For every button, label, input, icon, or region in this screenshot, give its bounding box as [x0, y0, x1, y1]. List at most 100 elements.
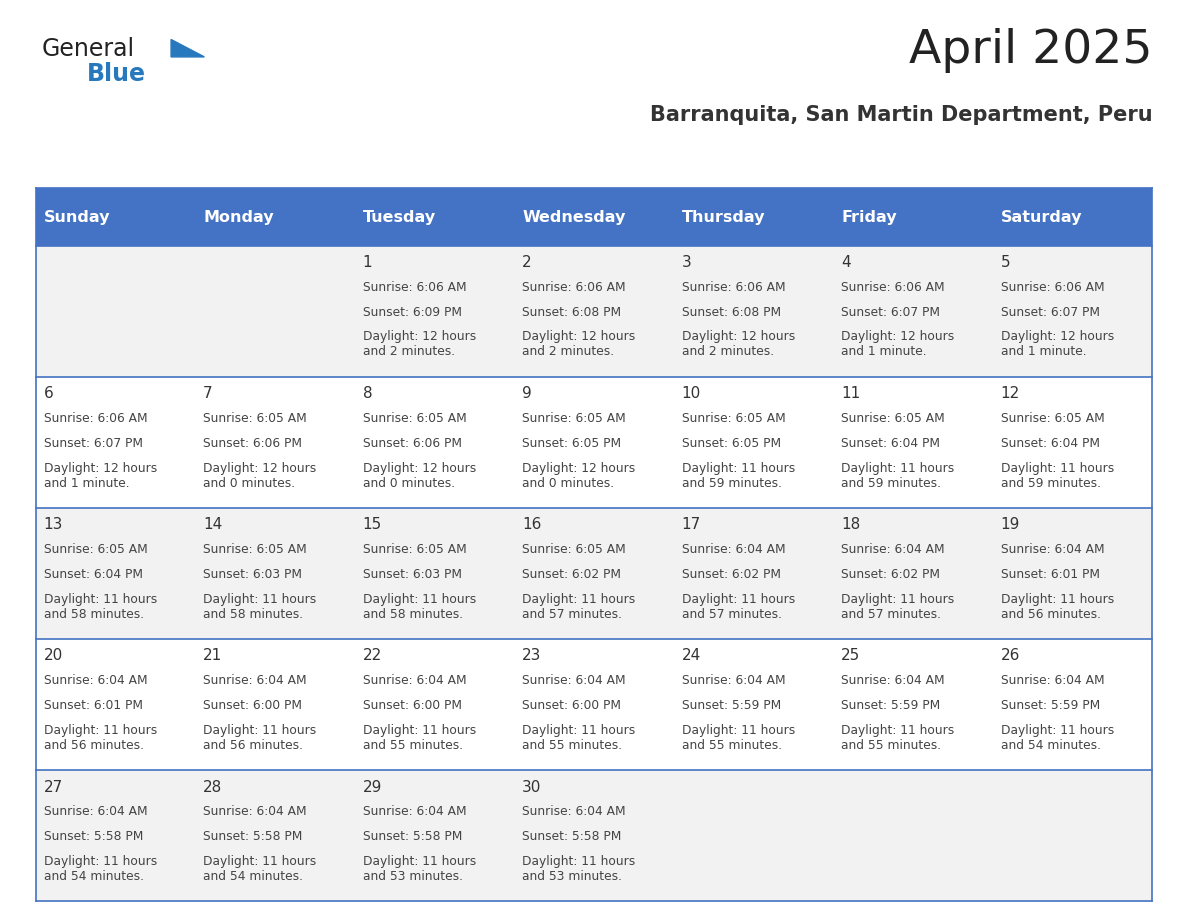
Bar	[833, 246, 993, 377]
Text: 29: 29	[362, 779, 383, 795]
Text: Sunrise: 6:05 AM: Sunrise: 6:05 AM	[203, 543, 307, 556]
Text: Daylight: 11 hours
and 56 minutes.: Daylight: 11 hours and 56 minutes.	[44, 723, 157, 752]
Text: Daylight: 11 hours
and 54 minutes.: Daylight: 11 hours and 54 minutes.	[203, 855, 316, 883]
Text: Daylight: 11 hours
and 57 minutes.: Daylight: 11 hours and 57 minutes.	[682, 593, 795, 621]
Text: 3: 3	[682, 255, 691, 270]
Text: Daylight: 11 hours
and 53 minutes.: Daylight: 11 hours and 53 minutes.	[523, 855, 636, 883]
Text: Sunset: 5:59 PM: Sunset: 5:59 PM	[682, 699, 781, 712]
Text: Daylight: 11 hours
and 58 minutes.: Daylight: 11 hours and 58 minutes.	[362, 593, 476, 621]
Bar	[355, 509, 514, 639]
Text: Sunset: 6:04 PM: Sunset: 6:04 PM	[841, 437, 940, 450]
Text: Daylight: 12 hours
and 2 minutes.: Daylight: 12 hours and 2 minutes.	[362, 330, 476, 359]
Text: 23: 23	[523, 648, 542, 664]
Text: Sunset: 5:59 PM: Sunset: 5:59 PM	[1000, 699, 1100, 712]
Text: 22: 22	[362, 648, 381, 664]
Text: Daylight: 11 hours
and 55 minutes.: Daylight: 11 hours and 55 minutes.	[523, 723, 636, 752]
Bar	[514, 639, 674, 770]
Text: Sunset: 6:07 PM: Sunset: 6:07 PM	[1000, 306, 1100, 319]
Text: Sunrise: 6:04 AM: Sunrise: 6:04 AM	[682, 543, 785, 556]
Text: 30: 30	[523, 779, 542, 795]
Text: Daylight: 12 hours
and 2 minutes.: Daylight: 12 hours and 2 minutes.	[682, 330, 795, 359]
Text: Sunset: 6:05 PM: Sunset: 6:05 PM	[682, 437, 781, 450]
Bar	[833, 509, 993, 639]
Text: 9: 9	[523, 386, 532, 401]
Bar	[674, 188, 833, 246]
Bar	[355, 639, 514, 770]
Text: Sunrise: 6:06 AM: Sunrise: 6:06 AM	[682, 281, 785, 294]
Text: Sunrise: 6:05 AM: Sunrise: 6:05 AM	[44, 543, 147, 556]
Bar	[993, 188, 1152, 246]
Text: Sunrise: 6:04 AM: Sunrise: 6:04 AM	[362, 674, 467, 688]
Text: Sunrise: 6:04 AM: Sunrise: 6:04 AM	[523, 805, 626, 818]
Text: Sunset: 5:58 PM: Sunset: 5:58 PM	[203, 830, 303, 843]
Bar	[833, 377, 993, 509]
Text: Sunset: 6:02 PM: Sunset: 6:02 PM	[682, 568, 781, 581]
Text: Sunset: 5:58 PM: Sunset: 5:58 PM	[362, 830, 462, 843]
Text: 24: 24	[682, 648, 701, 664]
Text: 8: 8	[362, 386, 372, 401]
Bar	[514, 509, 674, 639]
Text: Daylight: 11 hours
and 53 minutes.: Daylight: 11 hours and 53 minutes.	[362, 855, 476, 883]
Text: Sunset: 6:06 PM: Sunset: 6:06 PM	[203, 437, 302, 450]
Text: 7: 7	[203, 386, 213, 401]
Text: Sunrise: 6:06 AM: Sunrise: 6:06 AM	[362, 281, 467, 294]
Text: Sunday: Sunday	[44, 209, 110, 225]
Bar	[36, 188, 195, 246]
Text: Sunset: 6:03 PM: Sunset: 6:03 PM	[203, 568, 302, 581]
Bar	[195, 770, 355, 901]
Text: 25: 25	[841, 648, 860, 664]
Text: Daylight: 11 hours
and 54 minutes.: Daylight: 11 hours and 54 minutes.	[1000, 723, 1114, 752]
Text: Daylight: 12 hours
and 1 minute.: Daylight: 12 hours and 1 minute.	[44, 462, 157, 489]
Text: Daylight: 11 hours
and 59 minutes.: Daylight: 11 hours and 59 minutes.	[841, 462, 954, 489]
Polygon shape	[171, 39, 204, 57]
Bar	[195, 188, 355, 246]
Text: Sunset: 5:58 PM: Sunset: 5:58 PM	[44, 830, 143, 843]
Text: 2: 2	[523, 255, 532, 270]
Text: Sunset: 6:05 PM: Sunset: 6:05 PM	[523, 437, 621, 450]
Text: Daylight: 11 hours
and 55 minutes.: Daylight: 11 hours and 55 minutes.	[682, 723, 795, 752]
Bar	[36, 770, 195, 901]
Text: Sunrise: 6:04 AM: Sunrise: 6:04 AM	[44, 805, 147, 818]
Text: Sunset: 6:07 PM: Sunset: 6:07 PM	[44, 437, 143, 450]
Text: Daylight: 11 hours
and 54 minutes.: Daylight: 11 hours and 54 minutes.	[44, 855, 157, 883]
Bar	[36, 639, 195, 770]
Text: 16: 16	[523, 518, 542, 532]
Text: 1: 1	[362, 255, 372, 270]
Text: 20: 20	[44, 648, 63, 664]
Text: Daylight: 11 hours
and 56 minutes.: Daylight: 11 hours and 56 minutes.	[203, 723, 316, 752]
Text: Barranquita, San Martin Department, Peru: Barranquita, San Martin Department, Peru	[650, 105, 1152, 125]
Text: Thursday: Thursday	[682, 209, 765, 225]
Bar	[674, 246, 833, 377]
Bar	[355, 377, 514, 509]
Text: Sunset: 5:59 PM: Sunset: 5:59 PM	[841, 699, 941, 712]
Bar	[195, 509, 355, 639]
Text: Sunset: 6:01 PM: Sunset: 6:01 PM	[1000, 568, 1100, 581]
Text: Daylight: 11 hours
and 57 minutes.: Daylight: 11 hours and 57 minutes.	[523, 593, 636, 621]
Text: Daylight: 11 hours
and 57 minutes.: Daylight: 11 hours and 57 minutes.	[841, 593, 954, 621]
Text: Sunset: 6:09 PM: Sunset: 6:09 PM	[362, 306, 462, 319]
Text: Daylight: 11 hours
and 58 minutes.: Daylight: 11 hours and 58 minutes.	[203, 593, 316, 621]
Text: 10: 10	[682, 386, 701, 401]
Text: Sunset: 5:58 PM: Sunset: 5:58 PM	[523, 830, 621, 843]
Text: 18: 18	[841, 518, 860, 532]
Bar	[674, 770, 833, 901]
Bar	[514, 188, 674, 246]
Text: Sunset: 6:02 PM: Sunset: 6:02 PM	[841, 568, 940, 581]
Text: Sunrise: 6:04 AM: Sunrise: 6:04 AM	[682, 674, 785, 688]
Text: Sunset: 6:01 PM: Sunset: 6:01 PM	[44, 699, 143, 712]
Bar	[355, 246, 514, 377]
Text: Daylight: 12 hours
and 2 minutes.: Daylight: 12 hours and 2 minutes.	[523, 330, 636, 359]
Text: Sunrise: 6:06 AM: Sunrise: 6:06 AM	[523, 281, 626, 294]
Bar	[993, 770, 1152, 901]
Text: Daylight: 11 hours
and 58 minutes.: Daylight: 11 hours and 58 minutes.	[44, 593, 157, 621]
Text: 6: 6	[44, 386, 53, 401]
Text: Daylight: 11 hours
and 55 minutes.: Daylight: 11 hours and 55 minutes.	[362, 723, 476, 752]
Bar	[833, 770, 993, 901]
Text: April 2025: April 2025	[909, 28, 1152, 73]
Text: Saturday: Saturday	[1000, 209, 1082, 225]
Text: Sunrise: 6:04 AM: Sunrise: 6:04 AM	[362, 805, 467, 818]
Text: Sunrise: 6:06 AM: Sunrise: 6:06 AM	[1000, 281, 1105, 294]
Text: Sunrise: 6:04 AM: Sunrise: 6:04 AM	[523, 674, 626, 688]
Text: Daylight: 12 hours
and 1 minute.: Daylight: 12 hours and 1 minute.	[841, 330, 954, 359]
Text: 12: 12	[1000, 386, 1020, 401]
